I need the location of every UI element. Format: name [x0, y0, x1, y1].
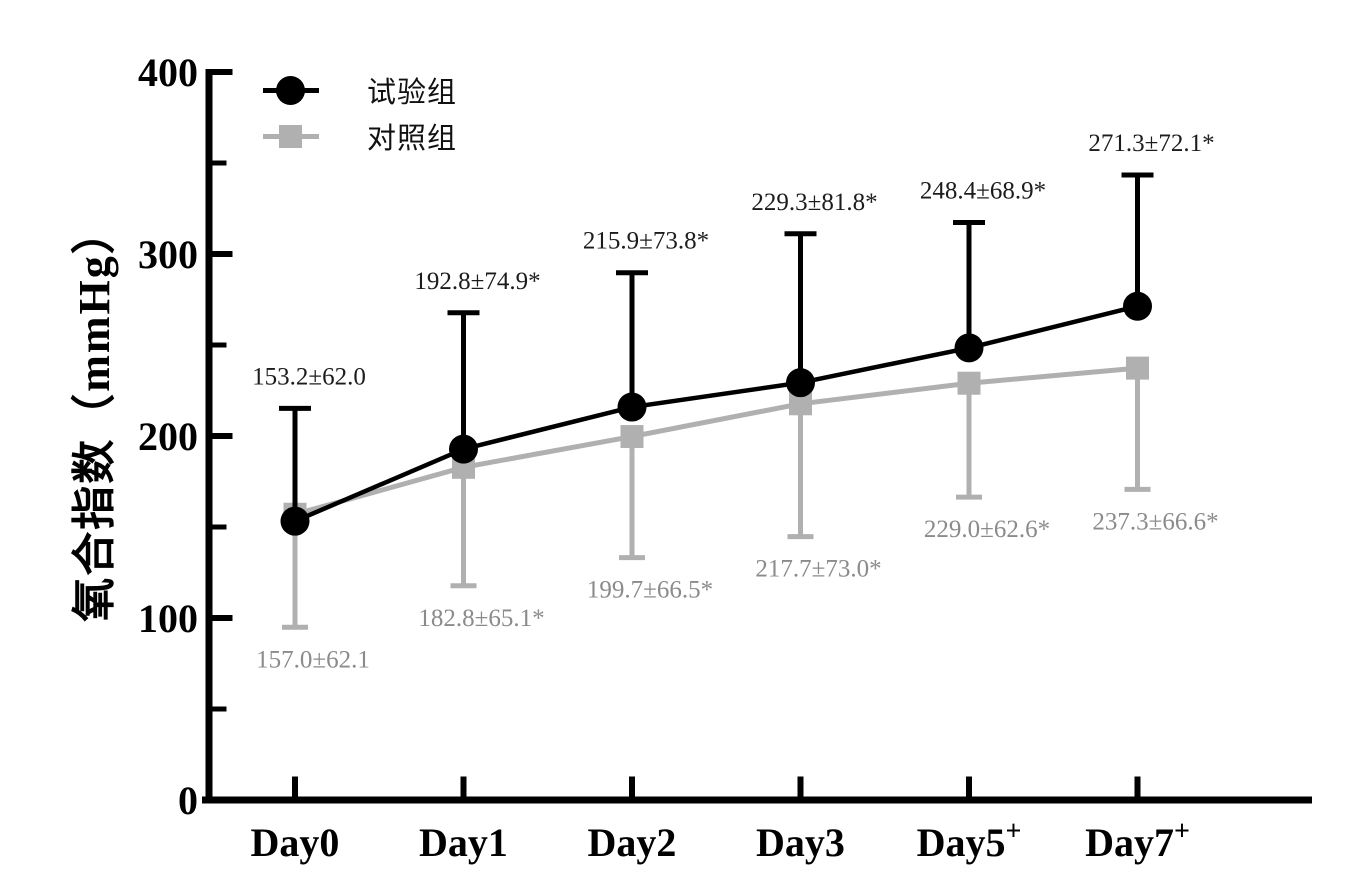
series-line [294, 304, 1139, 524]
data-point-marker [620, 425, 644, 449]
data-point-label: 237.3±66.6* [1092, 508, 1218, 535]
legend-item-test-group: 试验组 [263, 68, 457, 112]
legend-item-control-group: 对照组 [263, 114, 457, 158]
y-tick-label: 100 [138, 596, 198, 641]
y-tick-label: 0 [178, 778, 198, 823]
data-point-marker [1126, 356, 1149, 380]
legend: 试验组 对照组 [263, 68, 457, 160]
series-line [294, 365, 1138, 517]
data-point-marker [957, 371, 981, 395]
x-tick-label: Day3 [756, 820, 845, 865]
data-point-marker [280, 506, 310, 536]
data-point-label: 182.8±65.1* [418, 605, 544, 632]
data-point-marker [449, 434, 478, 464]
data-point-label: 248.4±68.9* [920, 178, 1046, 205]
legend-label-control-group: 对照组 [367, 123, 458, 155]
y-tick-label: 400 [138, 50, 198, 95]
data-point-marker [617, 392, 647, 422]
data-point-label: 215.9±73.8* [583, 228, 709, 255]
legend-circle-marker-icon [263, 75, 319, 105]
data-point-label: 192.8±74.9* [414, 268, 540, 295]
x-tick-label: Day2 [588, 820, 677, 865]
data-point-marker [786, 368, 815, 398]
y-axis-title: 氧合指数（mmHg） [70, 208, 119, 622]
data-point-marker [1123, 291, 1152, 321]
x-tick-label: Day0 [251, 820, 340, 865]
y-tick-label: 300 [138, 232, 198, 277]
data-point-label: 229.0±62.6* [924, 516, 1050, 543]
data-point-marker [789, 392, 812, 416]
data-point-label: 199.7±66.5* [587, 577, 713, 604]
x-tick-label: Day5+ [917, 816, 1022, 865]
data-point-label: 157.0±62.1 [256, 646, 370, 673]
legend-square-marker-icon [263, 124, 319, 148]
data-point-label: 229.3±81.8* [751, 189, 877, 216]
data-point-label: 271.3±72.1* [1088, 130, 1214, 157]
data-point-label: 217.7±73.0* [755, 556, 881, 583]
x-tick-label: Day7+ [1085, 816, 1190, 865]
data-point-label: 153.2±62.0 [252, 363, 366, 390]
data-point-marker [954, 333, 984, 363]
legend-label-test-group: 试验组 [367, 77, 458, 109]
x-tick-label: Day1 [419, 820, 508, 865]
y-tick-label: 200 [138, 414, 198, 459]
